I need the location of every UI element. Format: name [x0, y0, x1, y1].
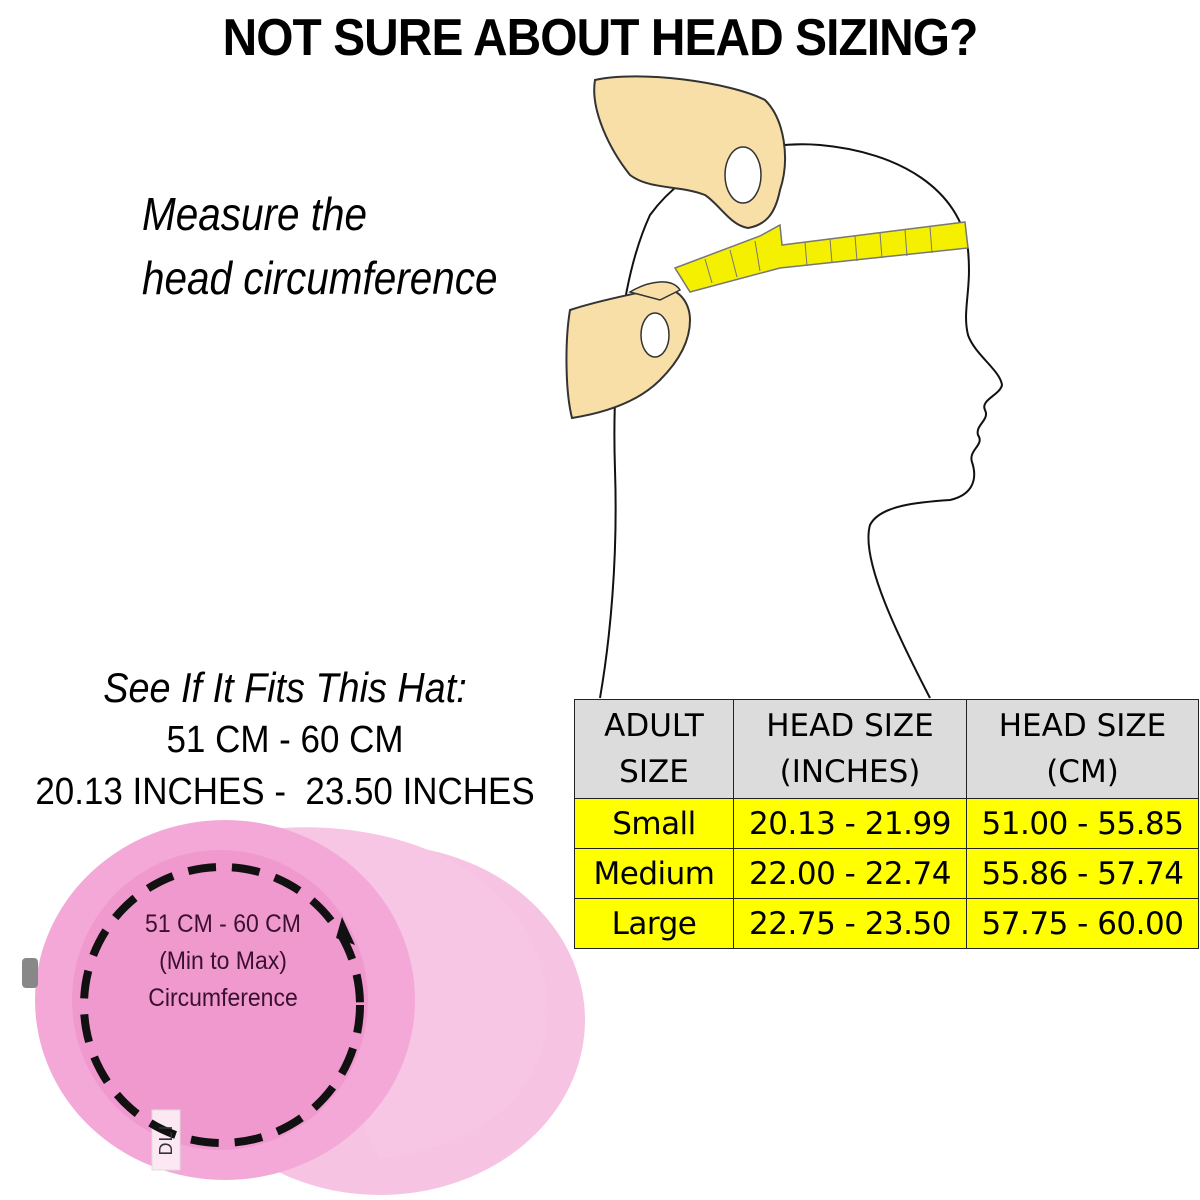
- header-adult-size: ADULT SIZE: [574, 699, 734, 799]
- table-header-row: ADULT SIZE HEAD SIZE (INCHES) HEAD SIZE (CM…: [574, 699, 1199, 799]
- hat-label-line-2: (Min to Max): [159, 947, 287, 975]
- bottom-hand: [565, 287, 692, 420]
- cm-cell: 55.86 - 57.74: [966, 848, 1199, 899]
- arrow-icon: [336, 917, 355, 945]
- hat-label-line-3: Circumference: [148, 984, 298, 1012]
- hat-fit-info: See If It Fits This Hat: 51 CM - 60 CM 2…: [0, 662, 570, 818]
- circumference-dashed-circle: [80, 863, 364, 1147]
- hat-label-line-1: 51 CM - 60 CM: [145, 910, 301, 938]
- header-cm: HEAD SIZE (CM): [966, 699, 1199, 799]
- inches-cell: 20.13 - 21.99: [733, 798, 967, 849]
- hat-fit-inches: 20.13 INCHES - 23.50 INCHES: [35, 771, 535, 813]
- size-cell: Large: [574, 898, 734, 949]
- size-table: ADULT SIZE HEAD SIZE (INCHES) HEAD SIZE (CM…: [574, 699, 1199, 949]
- hat-brand-tag: DLI: [156, 1124, 176, 1156]
- hat-fit-heading: See If It Fits This Hat:: [103, 664, 467, 711]
- measuring-tape: [673, 221, 969, 293]
- inches-cell: 22.75 - 23.50: [733, 898, 967, 949]
- size-cell: Small: [574, 798, 734, 849]
- cm-cell: 51.00 - 55.85: [966, 798, 1199, 849]
- table-row: Small 20.13 - 21.99 51.00 - 55.85: [574, 798, 1199, 849]
- hat-fit-cm: 51 CM - 60 CM: [166, 719, 404, 761]
- instruction-line-1: Measure the: [142, 188, 368, 240]
- instruction-text: Measure the head circumference: [142, 182, 498, 310]
- header-inches: HEAD SIZE (INCHES): [733, 699, 967, 799]
- table-row: Large 22.75 - 23.50 57.75 - 60.00: [574, 898, 1199, 949]
- cm-cell: 57.75 - 60.00: [966, 898, 1199, 949]
- top-hand: [593, 75, 786, 230]
- page-title: NOT SURE ABOUT HEAD SIZING?: [222, 9, 979, 67]
- instruction-line-2: head circumference: [142, 252, 498, 304]
- hat-circumference-label: 51 CM - 60 CM (Min to Max) Circumference: [117, 906, 329, 1017]
- size-cell: Medium: [574, 848, 734, 899]
- hat-photo: [22, 820, 585, 1195]
- inches-cell: 22.00 - 22.74: [733, 848, 967, 899]
- table-row: Medium 22.00 - 22.74 55.86 - 57.74: [574, 848, 1199, 899]
